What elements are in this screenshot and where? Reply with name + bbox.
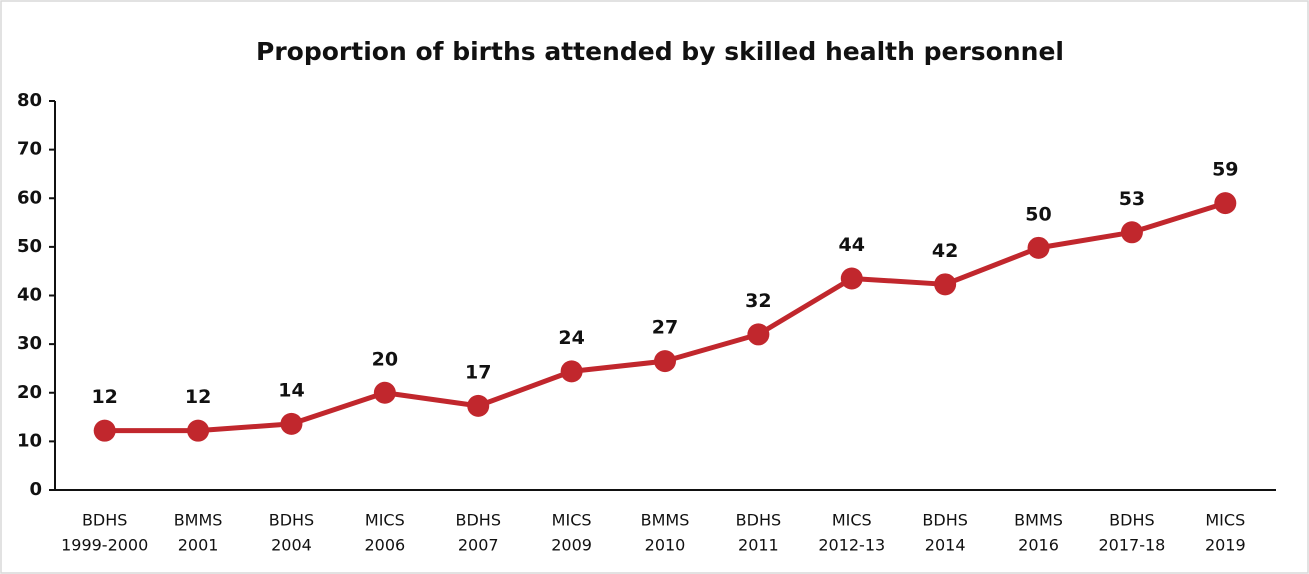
x-tick-label: 2014 bbox=[925, 536, 966, 555]
data-label: 24 bbox=[558, 327, 584, 349]
data-point bbox=[280, 412, 303, 435]
data-point bbox=[1027, 236, 1050, 259]
data-label: 27 bbox=[652, 317, 678, 339]
data-label: 50 bbox=[1025, 203, 1051, 225]
data-point bbox=[1120, 221, 1143, 244]
data-point bbox=[93, 419, 116, 442]
data-label: 32 bbox=[745, 290, 771, 312]
x-tick-label: MICS bbox=[552, 511, 592, 530]
x-tick-label: 2001 bbox=[178, 536, 219, 555]
data-label: 20 bbox=[372, 348, 398, 370]
data-label: 53 bbox=[1119, 188, 1145, 210]
x-tick-label: 2004 bbox=[271, 536, 312, 555]
data-label: 42 bbox=[932, 240, 958, 262]
x-tick-label: BDHS bbox=[1109, 511, 1154, 530]
x-tick-label: BDHS bbox=[922, 511, 967, 530]
x-tick-label: 2011 bbox=[738, 536, 779, 555]
chart-title: Proportion of births attended by skilled… bbox=[256, 37, 1064, 66]
data-label: 17 bbox=[465, 361, 491, 383]
x-tick-label: 2010 bbox=[645, 536, 686, 555]
data-point bbox=[1214, 192, 1237, 215]
data-point bbox=[467, 394, 490, 417]
data-label: 14 bbox=[278, 379, 304, 401]
data-point bbox=[560, 360, 583, 383]
data-label: 59 bbox=[1212, 159, 1238, 181]
y-tick-label: 0 bbox=[29, 479, 42, 500]
x-tick-label: 2009 bbox=[551, 536, 592, 555]
data-point bbox=[840, 267, 863, 290]
x-tick-label: 1999-2000 bbox=[61, 536, 148, 555]
data-label: 44 bbox=[839, 234, 865, 256]
x-tick-label: 2019 bbox=[1205, 536, 1246, 555]
data-point bbox=[187, 419, 210, 442]
x-tick-label: BMMS bbox=[1014, 511, 1063, 530]
data-point bbox=[654, 350, 676, 373]
x-tick-label: 2016 bbox=[1018, 536, 1059, 555]
y-tick-label: 50 bbox=[17, 236, 42, 257]
data-point bbox=[934, 273, 957, 296]
x-tick-label: MICS bbox=[832, 511, 872, 530]
y-tick-label: 40 bbox=[17, 285, 42, 306]
data-label: 12 bbox=[91, 386, 117, 408]
x-tick-label: 2006 bbox=[364, 536, 405, 555]
x-tick-label: BDHS bbox=[455, 511, 500, 530]
x-tick-label: 2007 bbox=[458, 536, 499, 555]
x-tick-label: BDHS bbox=[82, 511, 127, 530]
data-point bbox=[373, 381, 396, 404]
y-tick-label: 20 bbox=[17, 382, 42, 403]
data-label: 12 bbox=[185, 386, 211, 408]
x-tick-label: BDHS bbox=[736, 511, 781, 530]
x-tick-label: 2017-18 bbox=[1098, 536, 1165, 555]
data-point bbox=[747, 323, 770, 346]
y-tick-label: 60 bbox=[17, 187, 42, 208]
y-tick-label: 70 bbox=[17, 139, 42, 160]
y-tick-label: 30 bbox=[17, 333, 42, 354]
y-tick-label: 80 bbox=[17, 90, 42, 111]
x-tick-label: BMMS bbox=[641, 511, 690, 530]
y-tick-label: 10 bbox=[17, 430, 42, 451]
x-tick-label: MICS bbox=[1205, 511, 1245, 530]
x-tick-label: BDHS bbox=[269, 511, 314, 530]
x-tick-label: MICS bbox=[365, 511, 405, 530]
x-tick-label: 2012-13 bbox=[818, 536, 885, 555]
x-tick-label: BMMS bbox=[174, 511, 223, 530]
